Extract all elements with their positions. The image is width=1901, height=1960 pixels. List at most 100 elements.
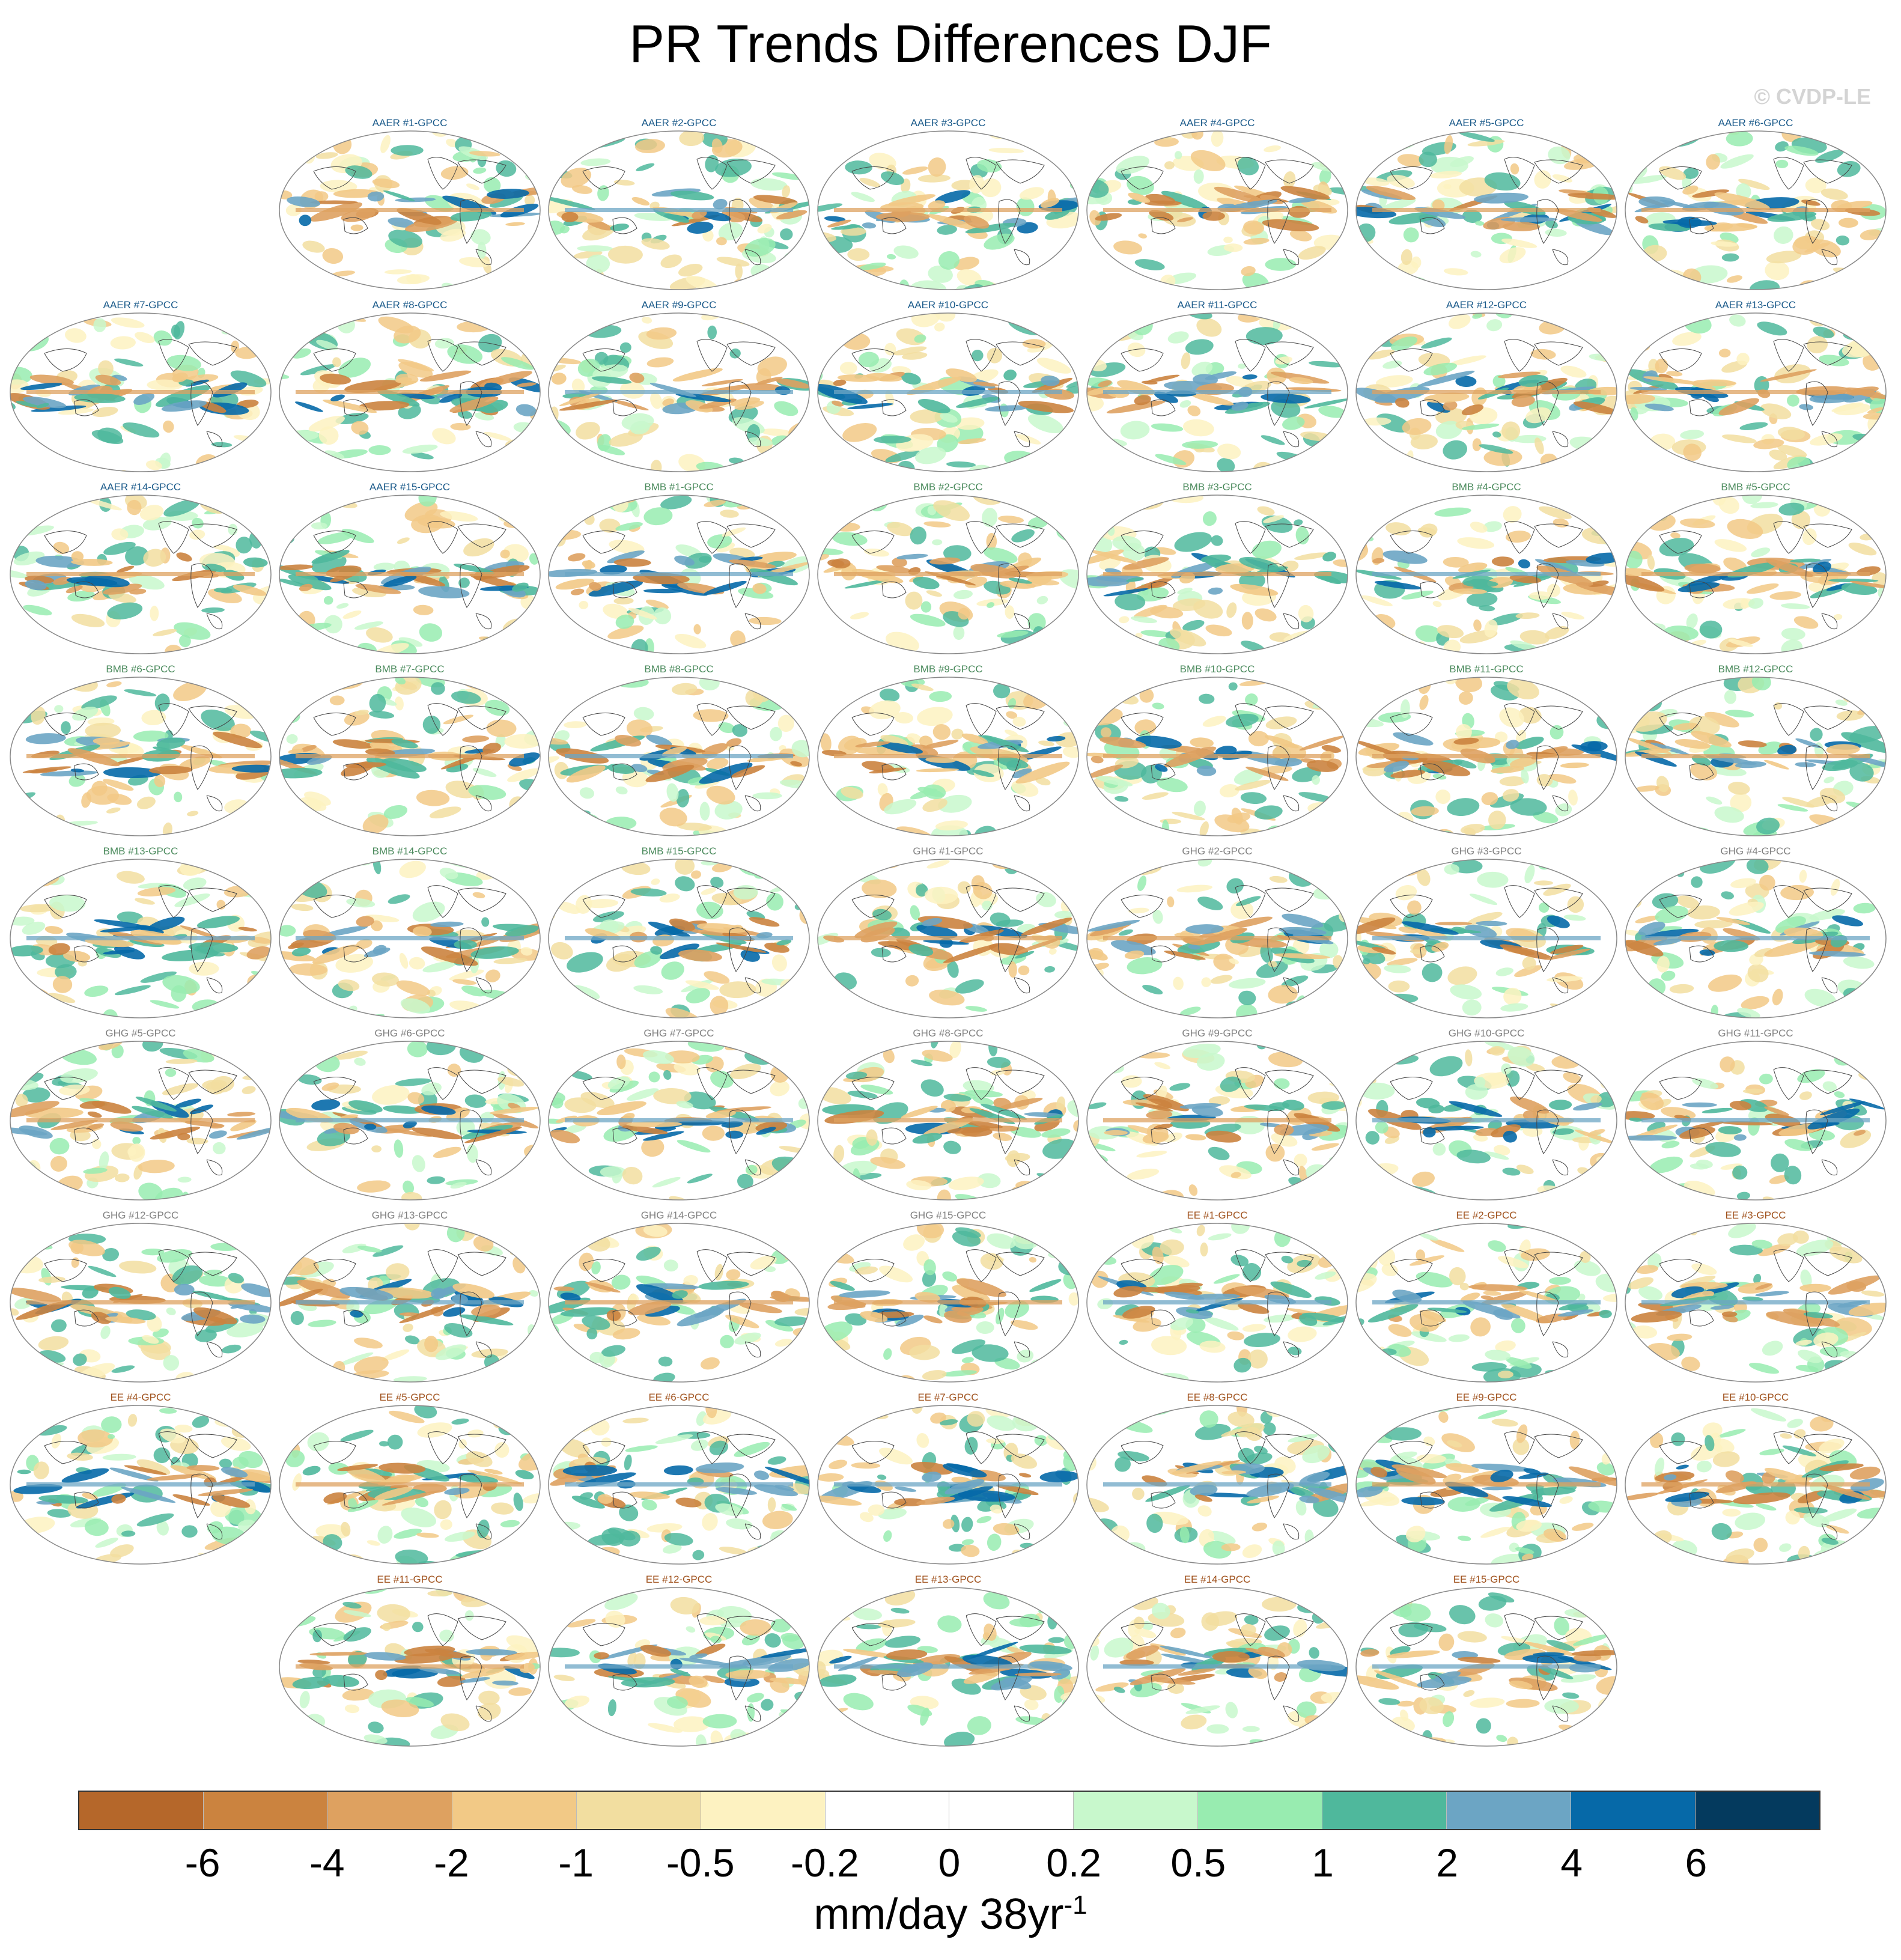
map-panel-title: GHG #11-GPCC bbox=[1718, 1027, 1793, 1039]
map-panel-title: BMB #9-GPCC bbox=[913, 663, 983, 675]
map-panel-title: BMB #3-GPCC bbox=[1182, 481, 1252, 493]
colorbar-tick-label: 4 bbox=[1560, 1840, 1583, 1885]
world-map bbox=[1625, 130, 1887, 290]
world-map bbox=[1086, 859, 1348, 1018]
world-map bbox=[10, 677, 272, 836]
colorbar-tick-label: -6 bbox=[184, 1840, 221, 1885]
map-panel-title: EE #4-GPCC bbox=[110, 1392, 171, 1403]
world-map bbox=[279, 859, 541, 1018]
map-panel: EE #4-GPCC bbox=[8, 1392, 273, 1566]
map-panel-title: EE #15-GPCC bbox=[1453, 1574, 1520, 1585]
map-panel-title: BMB #1-GPCC bbox=[644, 481, 714, 493]
map-panel: AAER #13-GPCC bbox=[1623, 299, 1888, 473]
map-panel-title: AAER #10-GPCC bbox=[907, 299, 989, 311]
world-map bbox=[548, 1587, 810, 1747]
map-panel-title: AAER #4-GPCC bbox=[1179, 117, 1255, 129]
world-map bbox=[279, 130, 541, 290]
map-panel-title: GHG #8-GPCC bbox=[913, 1027, 984, 1039]
world-map bbox=[1355, 495, 1617, 654]
map-panel-title: BMB #13-GPCC bbox=[103, 845, 178, 857]
world-map bbox=[548, 677, 810, 836]
colorbar-box bbox=[1571, 1792, 1696, 1829]
colorbar-box bbox=[825, 1792, 950, 1829]
world-map bbox=[10, 1223, 272, 1383]
world-map bbox=[1625, 495, 1887, 654]
map-panel: AAER #11-GPCC bbox=[1085, 299, 1349, 473]
map-panel-title: EE #9-GPCC bbox=[1456, 1392, 1517, 1403]
world-map bbox=[1625, 1041, 1887, 1201]
map-panel-title: GHG #2-GPCC bbox=[1182, 845, 1253, 857]
map-panel-title: EE #6-GPCC bbox=[648, 1392, 710, 1403]
world-map bbox=[1355, 677, 1617, 836]
map-panel-title: EE #11-GPCC bbox=[377, 1574, 443, 1585]
map-panel: AAER #14-GPCC bbox=[8, 481, 273, 656]
map-panel: AAER #9-GPCC bbox=[547, 299, 811, 473]
colorbar-box bbox=[1447, 1792, 1572, 1829]
map-panel: BMB #10-GPCC bbox=[1085, 663, 1349, 838]
world-map bbox=[279, 495, 541, 654]
map-panel-title: BMB #14-GPCC bbox=[372, 845, 448, 857]
world-map bbox=[548, 130, 810, 290]
colorbar-box bbox=[327, 1792, 452, 1829]
world-map bbox=[548, 495, 810, 654]
world-map bbox=[1355, 1041, 1617, 1201]
colorbar-box bbox=[1074, 1792, 1199, 1829]
colorbar-tick-label: 6 bbox=[1685, 1840, 1708, 1885]
world-map bbox=[817, 1405, 1079, 1565]
world-map bbox=[548, 1405, 810, 1565]
map-panel-title: AAER #12-GPCC bbox=[1446, 299, 1527, 311]
map-panel: BMB #1-GPCC bbox=[547, 481, 811, 656]
world-map bbox=[817, 312, 1079, 472]
colorbar bbox=[78, 1791, 1820, 1830]
world-map bbox=[817, 677, 1079, 836]
world-map bbox=[1355, 1587, 1617, 1747]
map-panel-title: AAER #5-GPCC bbox=[1449, 117, 1524, 129]
copyright-label: © CVDP-LE bbox=[1754, 84, 1871, 109]
map-panel-title: AAER #11-GPCC bbox=[1177, 299, 1258, 311]
map-panel-title: BMB #11-GPCC bbox=[1449, 663, 1524, 675]
map-panel-title: GHG #13-GPCC bbox=[371, 1210, 448, 1221]
map-panel-title: EE #1-GPCC bbox=[1187, 1210, 1248, 1221]
map-panel-title: AAER #7-GPCC bbox=[103, 299, 178, 311]
colorbar-tick-label: 1 bbox=[1312, 1840, 1334, 1885]
world-map bbox=[1625, 312, 1887, 472]
world-map bbox=[10, 1041, 272, 1201]
world-map bbox=[1355, 859, 1617, 1018]
colorbar-box bbox=[1322, 1792, 1447, 1829]
map-panel: GHG #13-GPCC bbox=[278, 1210, 542, 1384]
world-map bbox=[10, 495, 272, 654]
map-panel-title: GHG #3-GPCC bbox=[1451, 845, 1522, 857]
colorbar-box bbox=[203, 1792, 328, 1829]
world-map bbox=[279, 312, 541, 472]
colorbar-box bbox=[1695, 1792, 1819, 1829]
colorbar-tick-label: 2 bbox=[1436, 1840, 1458, 1885]
map-panel-title: AAER #1-GPCC bbox=[372, 117, 448, 129]
map-panel: BMB #11-GPCC bbox=[1354, 663, 1619, 838]
map-panel: GHG #7-GPCC bbox=[547, 1027, 811, 1202]
map-panel-title: AAER #8-GPCC bbox=[372, 299, 448, 311]
map-panel: EE #12-GPCC bbox=[547, 1574, 811, 1748]
colorbar-tick-label: 0 bbox=[938, 1840, 961, 1885]
map-panel: BMB #13-GPCC bbox=[8, 845, 273, 1020]
map-panel-title: EE #3-GPCC bbox=[1725, 1210, 1786, 1221]
map-panel: AAER #5-GPCC bbox=[1354, 117, 1619, 291]
map-panel-title: BMB #10-GPCC bbox=[1179, 663, 1255, 675]
world-map bbox=[279, 1405, 541, 1565]
world-map bbox=[1086, 312, 1348, 472]
map-panel: AAER #6-GPCC bbox=[1623, 117, 1888, 291]
map-panel-title: AAER #3-GPCC bbox=[910, 117, 986, 129]
map-panel: EE #6-GPCC bbox=[547, 1392, 811, 1566]
world-map bbox=[1086, 495, 1348, 654]
map-panel: BMB #2-GPCC bbox=[816, 481, 1080, 656]
map-panel-title: AAER #14-GPCC bbox=[100, 481, 181, 493]
world-map bbox=[279, 1041, 541, 1201]
map-panel: AAER #1-GPCC bbox=[278, 117, 542, 291]
colorbar-box bbox=[1198, 1792, 1323, 1829]
colorbar-box bbox=[79, 1792, 204, 1829]
map-panel: GHG #1-GPCC bbox=[816, 845, 1080, 1020]
map-panel-title: GHG #5-GPCC bbox=[105, 1027, 176, 1039]
map-panel-title: AAER #2-GPCC bbox=[641, 117, 717, 129]
map-panel: GHG #9-GPCC bbox=[1085, 1027, 1349, 1202]
world-map bbox=[548, 312, 810, 472]
map-panel: GHG #2-GPCC bbox=[1085, 845, 1349, 1020]
